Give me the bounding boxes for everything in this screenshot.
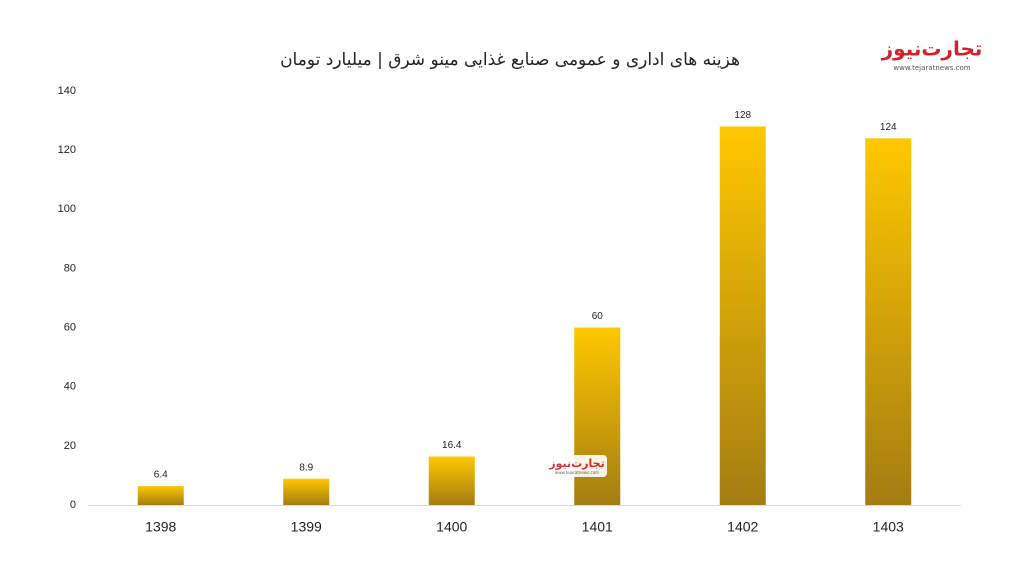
data-label: 6.4 [154,470,168,481]
y-tick-label: 100 [58,203,76,215]
x-tick-label: 1401 [582,519,613,535]
y-tick-label: 60 [64,321,76,333]
x-tick-label: 1400 [436,519,467,535]
data-label: 124 [880,122,897,133]
bar [283,478,330,505]
watermark-url: www.tejaratnews.com [555,470,599,475]
logo: تجارت‌نیوز www.tejaratnews.com [881,37,983,73]
x-tick-label: 1402 [727,519,758,535]
y-tick-label: 0 [70,499,76,511]
y-tick-label: 140 [58,85,76,97]
data-label: 128 [734,110,751,121]
y-tick-label: 20 [64,440,76,452]
y-tick-label: 80 [64,262,76,274]
bar [865,138,912,506]
y-tick-label: 120 [58,144,76,156]
logo-name: تجارت‌نیوز [881,37,983,61]
y-tick-label: 40 [64,381,76,393]
data-label: 16.4 [442,440,462,451]
chart-title: هزینه های اداری و عمومی صنایع غذایی مینو… [280,50,740,70]
bar [719,126,766,505]
bar [428,456,475,505]
watermark-bg [547,455,607,477]
bar [574,327,621,505]
data-label: 8.9 [299,462,313,473]
data-label: 60 [592,311,604,322]
x-tick-label: 1399 [291,519,322,535]
logo-url: www.tejaratnews.com [893,64,970,72]
watermark-name: تجارت‌نیوز [548,457,604,470]
x-tick-label: 1403 [873,519,904,535]
bar [137,486,184,505]
watermark: تجارت‌نیوز www.tejaratnews.com [547,455,607,477]
x-tick-label: 1398 [145,519,176,535]
